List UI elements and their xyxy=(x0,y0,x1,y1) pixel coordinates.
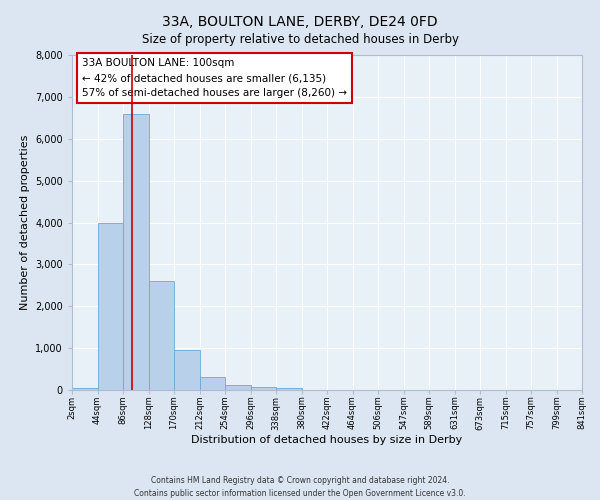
Y-axis label: Number of detached properties: Number of detached properties xyxy=(20,135,29,310)
Bar xyxy=(199,377,225,390)
Text: 33A, BOULTON LANE, DERBY, DE24 0FD: 33A, BOULTON LANE, DERBY, DE24 0FD xyxy=(162,15,438,29)
Text: 33A BOULTON LANE: 100sqm
← 42% of detached houses are smaller (6,135)
57% of sem: 33A BOULTON LANE: 100sqm ← 42% of detach… xyxy=(82,58,347,98)
Bar xyxy=(72,388,97,390)
Text: Contains HM Land Registry data © Crown copyright and database right 2024.
Contai: Contains HM Land Registry data © Crown c… xyxy=(134,476,466,498)
Bar xyxy=(123,114,149,390)
Bar xyxy=(251,388,276,390)
Bar xyxy=(149,281,174,390)
Bar xyxy=(174,350,199,390)
Text: Size of property relative to detached houses in Derby: Size of property relative to detached ho… xyxy=(142,32,458,46)
Bar xyxy=(276,388,302,390)
X-axis label: Distribution of detached houses by size in Derby: Distribution of detached houses by size … xyxy=(191,435,463,445)
Bar xyxy=(225,384,251,390)
Bar xyxy=(97,222,123,390)
